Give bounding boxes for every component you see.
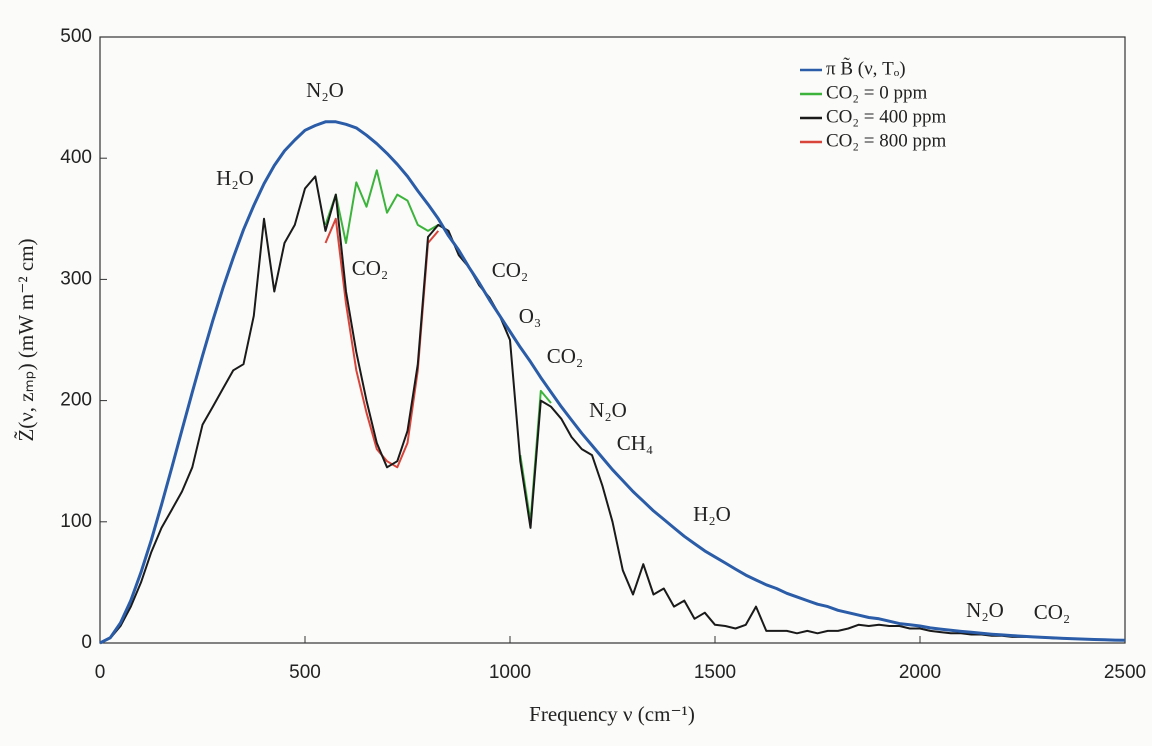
annotation: CO₂ [352,256,389,280]
legend-label: CO₂ = 0 ppm [826,82,927,103]
annotation: CH₄ [617,431,654,455]
y-tick-label: 400 [60,147,92,168]
series-line [99,175,1126,644]
annotation: O₃ [519,304,542,328]
annotation: N₂O [306,78,344,102]
legend-label: CO₂ = 800 ppm [826,130,946,151]
x-tick-label: 1000 [489,662,531,683]
x-tick-label: 2000 [899,662,941,683]
annotation: N₂O [966,598,1004,622]
annotation: CO₂ [1034,600,1071,624]
y-tick-label: 100 [60,511,92,532]
x-tick-label: 2500 [1104,662,1146,683]
y-tick-label: 500 [60,26,92,47]
plot-frame [99,36,1126,644]
annotation: CO₂ [492,258,529,282]
x-tick-label: 0 [95,662,106,683]
x-tick-label: 500 [289,662,321,683]
x-axis-label: Frequency ν (cm⁻¹) [529,702,695,726]
y-tick-label: 200 [60,390,92,411]
x-tick-label: 1500 [694,662,736,683]
y-tick-label: 0 [81,632,92,653]
annotation: H₂O [693,502,731,526]
series-line [99,120,1126,645]
annotation: CO₂ [547,344,584,368]
legend-label: π B̃ (ν, Tₒ) [826,57,906,80]
annotation: N₂O [589,398,627,422]
legend-label: CO₂ = 400 ppm [826,106,946,127]
series-line [324,169,552,523]
y-axis-label: Z̃(ν, zₘₚ) (mW m⁻² cm) [14,238,38,441]
y-tick-label: 300 [60,268,92,289]
annotation: H₂O [216,166,254,190]
